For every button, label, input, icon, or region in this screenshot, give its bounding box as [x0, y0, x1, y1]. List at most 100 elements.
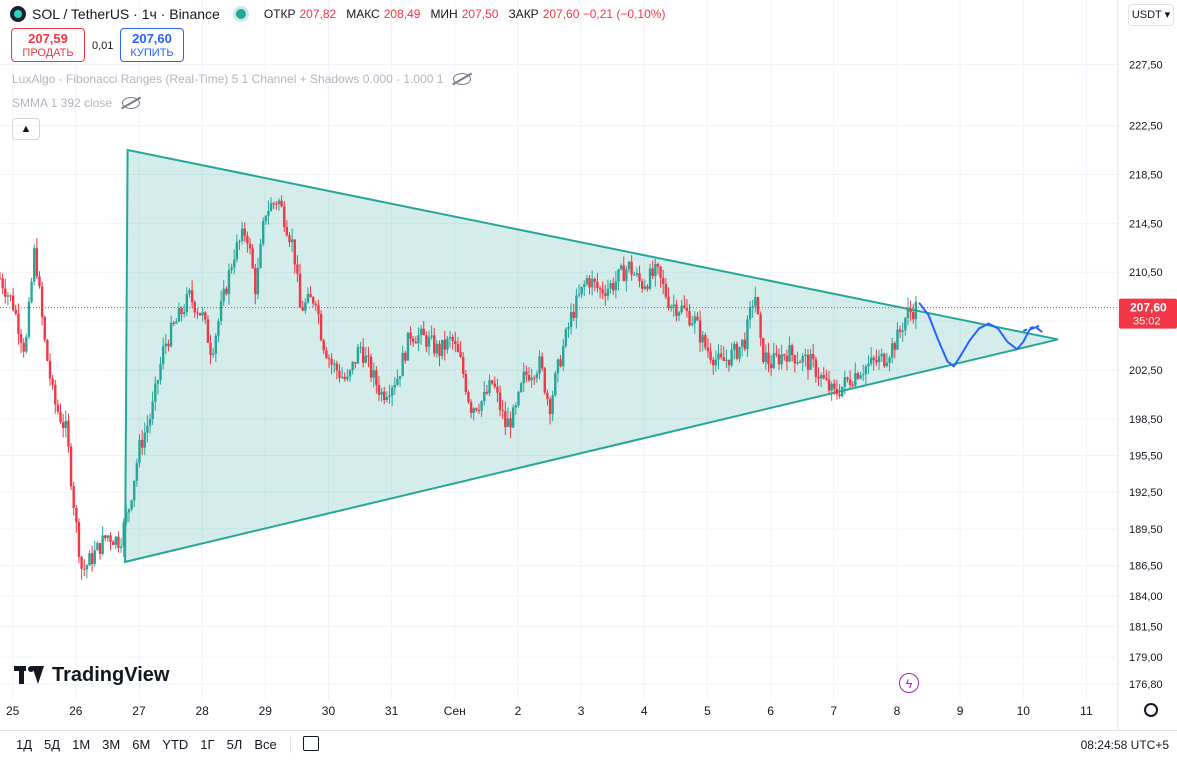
candle-body: [425, 335, 428, 347]
candle-body: [367, 355, 370, 357]
candle-body: [198, 313, 202, 316]
range-5d[interactable]: 5Д: [44, 737, 61, 752]
candle-body: [680, 305, 683, 313]
candle-body: [890, 343, 894, 358]
low-label: МИН: [430, 7, 458, 21]
sell-button[interactable]: 207,59 ПРОДАТЬ: [11, 28, 85, 62]
candle-body: [864, 366, 868, 375]
range-ytd[interactable]: YTD: [162, 737, 189, 752]
toolbar-divider: [290, 737, 291, 753]
candle-body: [559, 359, 562, 367]
candle-body: [646, 286, 649, 289]
candle-body: [114, 536, 118, 545]
candle-body: [430, 335, 433, 337]
candle-body: [667, 296, 670, 309]
candle-body: [540, 356, 544, 369]
candle-body: [69, 446, 73, 487]
candle-body: [719, 353, 723, 358]
candle-body: [588, 278, 591, 288]
candle-body: [883, 353, 886, 367]
candle-body: [901, 330, 904, 332]
candle-body: [888, 357, 891, 363]
candle-body: [504, 411, 507, 428]
range-1y[interactable]: 1Г: [200, 737, 215, 752]
range-1d[interactable]: 1Д: [16, 737, 33, 752]
time-tick-label: 31: [385, 704, 399, 718]
candle-body: [612, 283, 615, 291]
candle-body: [838, 394, 841, 397]
candle-body: [288, 235, 291, 243]
candle-body: [625, 269, 628, 282]
candle-body: [909, 308, 912, 313]
range-5y[interactable]: 5Л: [226, 737, 243, 752]
candle-body: [851, 384, 854, 386]
candle-body: [630, 261, 633, 275]
candle-body: [743, 339, 747, 349]
candle-body: [275, 203, 278, 205]
hidden-eye-icon[interactable]: [122, 97, 141, 109]
calendar-icon[interactable]: [303, 736, 319, 751]
lightning-icon[interactable]: ϟ: [899, 673, 919, 693]
candle-body: [219, 301, 223, 321]
candle-body: [748, 307, 752, 320]
candle-body: [306, 294, 310, 303]
candle-body: [361, 346, 365, 363]
candle-body: [817, 376, 820, 379]
candle-body: [304, 302, 307, 311]
candle-body: [788, 345, 791, 362]
candle-body: [885, 362, 889, 367]
candle-body: [93, 550, 96, 564]
candle-body: [472, 408, 475, 413]
candle-body: [554, 373, 557, 396]
candle-body: [722, 357, 725, 361]
candle-body: [383, 391, 386, 400]
range-1m[interactable]: 1М: [72, 737, 91, 752]
hidden-eye-icon[interactable]: [453, 73, 472, 85]
range-3m[interactable]: 3М: [102, 737, 121, 752]
candle-body: [309, 294, 312, 298]
candle-body: [462, 356, 465, 374]
candle-body: [688, 310, 691, 326]
clock[interactable]: 08:24:58 UTC+5: [1080, 738, 1169, 752]
price-tick-label: 210,50: [1129, 267, 1163, 279]
tradingview-logo[interactable]: TradingView: [14, 662, 169, 688]
time-tick-label: 4: [641, 704, 648, 718]
candle-body: [577, 294, 581, 296]
range-all[interactable]: Все: [254, 737, 277, 752]
buy-button[interactable]: 207,60 КУПИТЬ: [120, 28, 184, 62]
candle-body: [48, 360, 52, 379]
candle-body: [388, 395, 391, 397]
candle-body: [754, 297, 757, 307]
candle-body: [862, 374, 865, 376]
candle-body: [704, 335, 707, 348]
candle-body: [330, 358, 333, 365]
currency-selector[interactable]: USDT ▾: [1128, 4, 1174, 26]
gear-icon[interactable]: [1144, 703, 1158, 717]
range-6m[interactable]: 6М: [132, 737, 151, 752]
candle-body: [393, 384, 396, 388]
candle-body: [238, 241, 241, 243]
candle-body: [217, 320, 220, 336]
candle-body: [327, 357, 331, 359]
candle-body: [111, 541, 115, 545]
symbol-title[interactable]: SOL / TetherUS · 1ч · Binance: [32, 6, 220, 22]
candle-body: [264, 215, 268, 222]
candle-body: [509, 418, 512, 428]
indicator-fib-ranges[interactable]: LuxAlgo - Fibonacci Ranges (Real-Time) 5…: [12, 72, 472, 86]
candle-body: [822, 375, 825, 379]
candle-body: [914, 301, 918, 320]
candle-body: [290, 239, 294, 243]
candle-body: [159, 364, 162, 381]
candle-body: [451, 336, 454, 341]
candle-body: [522, 371, 525, 384]
collapse-legend-button[interactable]: ▲: [12, 118, 40, 140]
candle-body: [33, 248, 36, 282]
high-value: 208,49: [383, 7, 421, 21]
indicator-smma[interactable]: SMMA 1 392 close: [12, 96, 141, 110]
candle-body: [411, 338, 415, 342]
open-value: 207,82: [299, 7, 337, 21]
candle-body: [796, 362, 799, 364]
candle-body: [551, 395, 554, 415]
